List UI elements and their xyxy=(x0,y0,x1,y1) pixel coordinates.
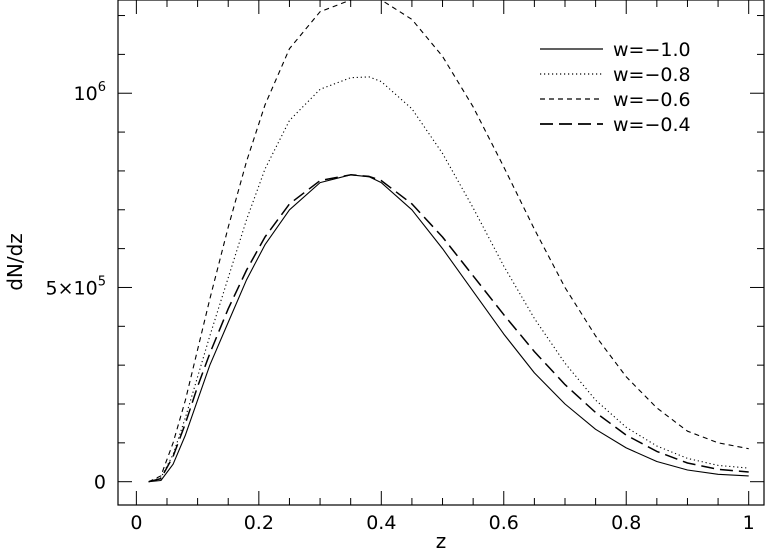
legend-label-2: w=−0.8 xyxy=(613,64,691,86)
y-tick-label: 5×105 xyxy=(46,274,106,299)
legend-label-4: w=−0.4 xyxy=(613,114,691,136)
series-line-1 xyxy=(148,174,749,483)
legend-label-3: w=−0.6 xyxy=(613,89,691,111)
y-tick-labels: 0 5×105 106 xyxy=(46,80,106,493)
y-axis-title: dN/dz xyxy=(3,233,27,291)
legend: w=−1.0 w=−0.8 w=−0.6 w=−0.4 xyxy=(540,39,691,136)
y-tick-label: 106 xyxy=(74,80,106,105)
legend-label-1: w=−1.0 xyxy=(613,39,691,61)
x-tick-label: 0.6 xyxy=(489,512,519,534)
x-tick-label: 0 xyxy=(130,512,142,534)
series-lines xyxy=(148,0,749,483)
plot-frame xyxy=(117,0,765,506)
series-line-3 xyxy=(148,0,749,483)
x-tick-label: 1 xyxy=(743,512,755,534)
x-tick-label: 0.2 xyxy=(244,512,274,534)
x-tick-label: 0.8 xyxy=(611,512,641,534)
y-tick-label: 0 xyxy=(94,472,106,494)
x-tick-labels: 0 0.2 0.4 0.6 0.8 1 xyxy=(130,512,754,534)
axis-ticks xyxy=(118,0,764,505)
series-line-4 xyxy=(148,174,749,483)
x-tick-label: 0.4 xyxy=(366,512,396,534)
series-line-2 xyxy=(148,76,749,483)
x-axis-title: z xyxy=(436,529,447,552)
